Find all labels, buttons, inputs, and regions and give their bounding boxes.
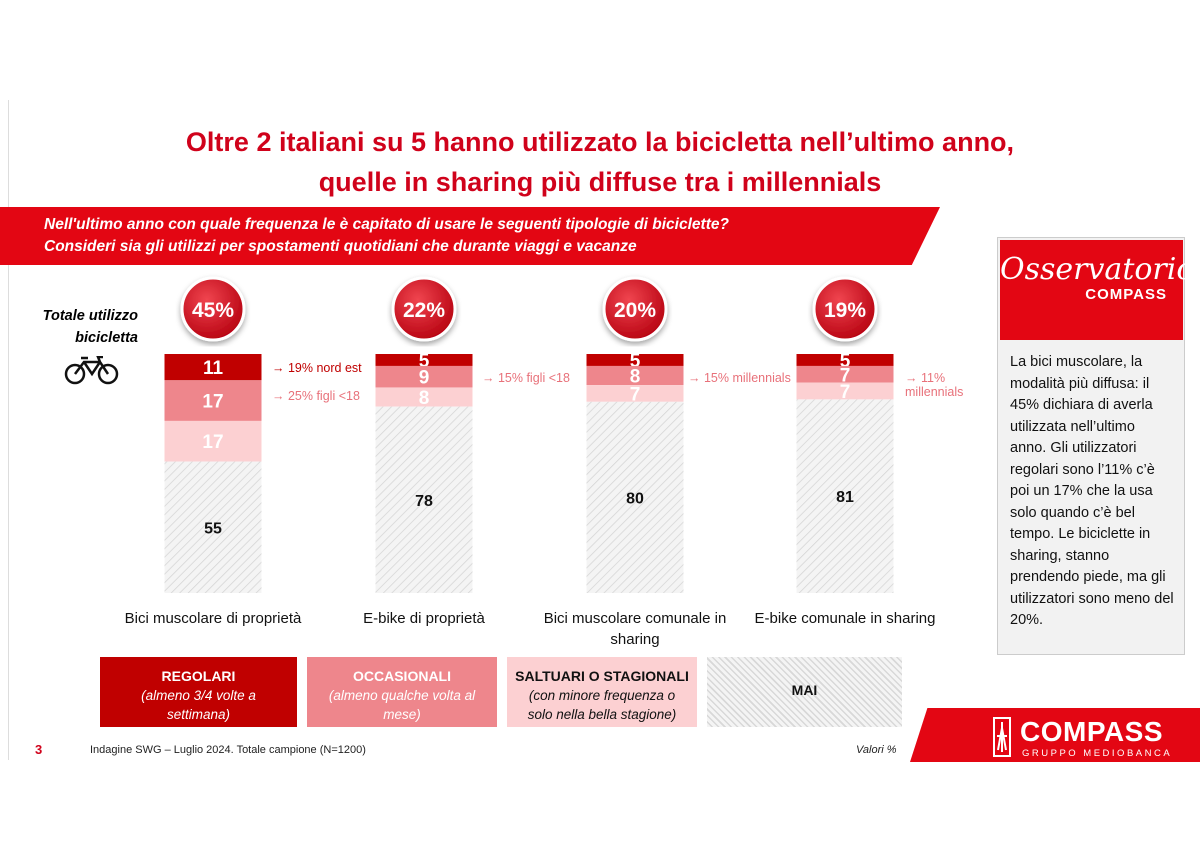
bar-segment [796, 365, 894, 383]
bar-segment [375, 354, 473, 366]
legend-item: MAI [707, 657, 902, 727]
bar-segment [375, 406, 473, 593]
legend-description: (almeno qualche volta al mese) [328, 688, 476, 722]
legend-name: SALTUARI O STAGIONALI [515, 668, 689, 684]
logo-brand: COMPASS [1085, 286, 1167, 303]
segment-label: 80 [626, 490, 644, 507]
bar-segment [164, 380, 262, 421]
bike-icon [64, 356, 119, 385]
segment-label: 5 [630, 351, 641, 372]
segment-label: 81 [836, 489, 854, 506]
segment-label: 17 [202, 392, 223, 413]
title-line: quelle in sharing più diffuse tra i mill… [318, 167, 882, 197]
question-line: Nell'ultimo anno con quale frequenza le … [44, 216, 729, 233]
annotation: → 15% figli <18 [482, 371, 570, 385]
segment-label: 9 [419, 368, 430, 389]
annotation: → 25% figli <18 [272, 389, 360, 403]
total-label: 20% [614, 299, 656, 322]
question-line: Consideri sia gli utilizzi per spostamen… [44, 238, 637, 255]
total-label: 22% [403, 299, 445, 322]
brand-sub: GRUPPO MEDIOBANCA [1022, 748, 1173, 759]
sidebar-text: La bici muscolare, la modalità più diffu… [1010, 354, 1174, 628]
annotation: → 19% nord est [272, 361, 362, 375]
bar-segment [375, 387, 473, 407]
segment-label: 17 [202, 432, 223, 453]
bar-segment [375, 365, 473, 388]
brand-name: COMPASS [1020, 716, 1163, 747]
page-number: 3 [35, 742, 43, 757]
total-circle [391, 276, 457, 342]
segment-label: 78 [415, 493, 433, 510]
bar-segment [796, 354, 894, 366]
legend-item: REGOLARI (almeno 3/4 volte a settimana) [100, 657, 297, 727]
title: Oltre 2 italiani su 5 hanno utilizzato l… [0, 122, 1200, 202]
annotation: → 11% millennials [905, 371, 964, 399]
segment-label: 55 [204, 520, 222, 537]
total-circle [180, 276, 246, 342]
total-circle [812, 276, 878, 342]
legend-name: REGOLARI [161, 668, 236, 684]
bar-segment [796, 382, 894, 400]
values-note: Valori % [856, 744, 897, 756]
source-note: Indagine SWG – Luglio 2024. Totale campi… [90, 744, 366, 756]
bar-segment [586, 365, 684, 386]
totals-label: Totale utilizzo bicicletta [42, 308, 138, 346]
bar-segment [164, 354, 262, 381]
category-label: E-bike di proprietà [363, 610, 485, 627]
segment-label: 5 [419, 351, 430, 372]
legend-item: OCCASIONALI (almeno qualche volta al mese… [307, 657, 497, 727]
segment-label: 8 [419, 388, 430, 409]
total-label: 19% [824, 299, 866, 322]
segment-label: 7 [840, 382, 851, 403]
title-line: Oltre 2 italiani su 5 hanno utilizzato l… [185, 127, 1015, 157]
legend-name: OCCASIONALI [353, 668, 451, 684]
bar-segment [164, 461, 262, 593]
logo-text: Osservatorio [1000, 252, 1195, 287]
legend-name: MAI [791, 682, 818, 698]
category-label: E-bike comunale in sharing [754, 610, 936, 627]
brand-icon [993, 717, 1011, 757]
bar-segment [796, 399, 894, 593]
segment-label: 5 [840, 351, 851, 372]
segment-label: 8 [630, 367, 641, 388]
total-circle [602, 276, 668, 342]
bar-segment [586, 354, 684, 366]
bar-segment [164, 420, 262, 462]
total-label: 45% [192, 299, 234, 322]
bar-segment [586, 385, 684, 402]
legend-item: SALTUARI O STAGIONALI (con minore frequen… [507, 657, 697, 727]
legend-description: (con minore frequenza o solo nella bella… [527, 688, 677, 722]
segment-label: 7 [840, 365, 851, 386]
legend-description: (almeno 3/4 volte a settimana) [141, 688, 256, 722]
question-banner: Nell'ultimo anno con quale frequenza le … [0, 207, 940, 265]
bar-segment [586, 401, 684, 593]
category-label: Bici muscolare comunale in sharing [543, 610, 727, 648]
sidebar-logo: Osservatorio COMPASS [1000, 240, 1195, 340]
slide-border [8, 100, 9, 760]
brand-logo: COMPASS GRUPPO MEDIOBANCA [910, 708, 1200, 762]
category-label: Bici muscolare di proprietà [124, 610, 302, 627]
segment-label: 11 [203, 358, 224, 379]
annotation: → 15% millennials [688, 371, 791, 385]
segment-label: 7 [630, 384, 641, 405]
